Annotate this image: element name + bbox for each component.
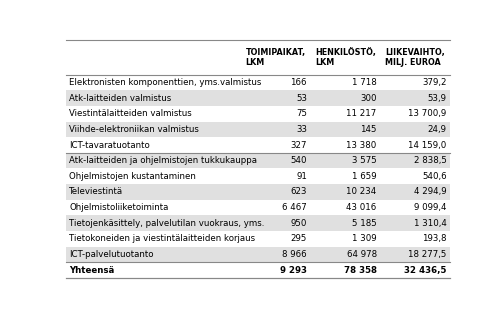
Text: 13 700,9: 13 700,9 bbox=[408, 109, 447, 118]
Bar bbox=[66, 122, 451, 137]
Text: Viestintälaitteiden valmistus: Viestintälaitteiden valmistus bbox=[69, 109, 192, 118]
Text: Ohjelmistojen kustantaminen: Ohjelmistojen kustantaminen bbox=[69, 172, 196, 181]
Text: 11 217: 11 217 bbox=[346, 109, 377, 118]
Text: 4 294,9: 4 294,9 bbox=[414, 187, 447, 197]
Bar bbox=[66, 90, 451, 106]
Bar bbox=[66, 200, 451, 215]
Text: 300: 300 bbox=[360, 94, 377, 103]
Text: 193,8: 193,8 bbox=[422, 234, 447, 243]
Bar bbox=[66, 137, 451, 153]
Text: Tietojenkäsittely, palvelutilan vuokraus, yms.: Tietojenkäsittely, palvelutilan vuokraus… bbox=[69, 219, 265, 228]
Text: 379,2: 379,2 bbox=[422, 78, 447, 87]
Text: TOIMIPAIKAT,
LKM: TOIMIPAIKAT, LKM bbox=[245, 48, 306, 67]
Text: 327: 327 bbox=[290, 140, 307, 150]
Bar bbox=[66, 75, 451, 90]
Text: Yhteensä: Yhteensä bbox=[69, 266, 114, 275]
Text: 166: 166 bbox=[290, 78, 307, 87]
Text: Atk-laitteiden ja ohjelmistojen tukkukauppa: Atk-laitteiden ja ohjelmistojen tukkukau… bbox=[69, 156, 257, 165]
Bar bbox=[66, 184, 451, 200]
Bar bbox=[66, 40, 451, 75]
Text: 75: 75 bbox=[296, 109, 307, 118]
Text: 64 978: 64 978 bbox=[347, 250, 377, 259]
Text: Televiestintä: Televiestintä bbox=[69, 187, 123, 197]
Bar bbox=[66, 262, 451, 278]
Bar bbox=[66, 247, 451, 262]
Text: 540,6: 540,6 bbox=[422, 172, 447, 181]
Text: 540: 540 bbox=[290, 156, 307, 165]
Text: 6 467: 6 467 bbox=[282, 203, 307, 212]
Text: 9 293: 9 293 bbox=[280, 266, 307, 275]
Text: Elektronisten komponenttien, yms.valmistus: Elektronisten komponenttien, yms.valmist… bbox=[69, 78, 262, 87]
Bar bbox=[66, 106, 451, 122]
Bar bbox=[66, 215, 451, 231]
Text: Atk-laitteiden valmistus: Atk-laitteiden valmistus bbox=[69, 94, 171, 103]
Bar bbox=[66, 169, 451, 184]
Text: ICT-palvelutuotanto: ICT-palvelutuotanto bbox=[69, 250, 154, 259]
Text: 2 838,5: 2 838,5 bbox=[414, 156, 447, 165]
Text: 78 358: 78 358 bbox=[344, 266, 377, 275]
Text: HENKILÖSTÖ,
LKM: HENKILÖSTÖ, LKM bbox=[316, 48, 376, 67]
Text: ICT-tavaratuotanto: ICT-tavaratuotanto bbox=[69, 140, 150, 150]
Text: 9 099,4: 9 099,4 bbox=[414, 203, 447, 212]
Text: 3 575: 3 575 bbox=[352, 156, 377, 165]
Text: 43 016: 43 016 bbox=[346, 203, 377, 212]
Text: 91: 91 bbox=[296, 172, 307, 181]
Text: 33: 33 bbox=[296, 125, 307, 134]
Text: 1 309: 1 309 bbox=[352, 234, 377, 243]
Text: 32 436,5: 32 436,5 bbox=[404, 266, 447, 275]
Text: 145: 145 bbox=[360, 125, 377, 134]
Text: 14 159,0: 14 159,0 bbox=[408, 140, 447, 150]
Text: Tietokoneiden ja viestintälaitteiden korjaus: Tietokoneiden ja viestintälaitteiden kor… bbox=[69, 234, 256, 243]
Text: 295: 295 bbox=[290, 234, 307, 243]
Text: 1 310,4: 1 310,4 bbox=[414, 219, 447, 228]
Text: LIIKEVAIHTO,
MILJ. EUROA: LIIKEVAIHTO, MILJ. EUROA bbox=[386, 48, 445, 67]
Bar bbox=[66, 153, 451, 169]
Text: 53,9: 53,9 bbox=[427, 94, 447, 103]
Text: 1 659: 1 659 bbox=[352, 172, 377, 181]
Text: 13 380: 13 380 bbox=[346, 140, 377, 150]
Text: 53: 53 bbox=[296, 94, 307, 103]
Text: 623: 623 bbox=[290, 187, 307, 197]
Text: 950: 950 bbox=[290, 219, 307, 228]
Text: 18 277,5: 18 277,5 bbox=[408, 250, 447, 259]
Text: 1 718: 1 718 bbox=[352, 78, 377, 87]
Bar bbox=[66, 231, 451, 247]
Text: 24,9: 24,9 bbox=[427, 125, 447, 134]
Text: 8 966: 8 966 bbox=[282, 250, 307, 259]
Text: 10 234: 10 234 bbox=[346, 187, 377, 197]
Text: Viihde-elektroniikan valmistus: Viihde-elektroniikan valmistus bbox=[69, 125, 199, 134]
Text: 5 185: 5 185 bbox=[352, 219, 377, 228]
Text: Ohjelmistoliiketoiminta: Ohjelmistoliiketoiminta bbox=[69, 203, 169, 212]
